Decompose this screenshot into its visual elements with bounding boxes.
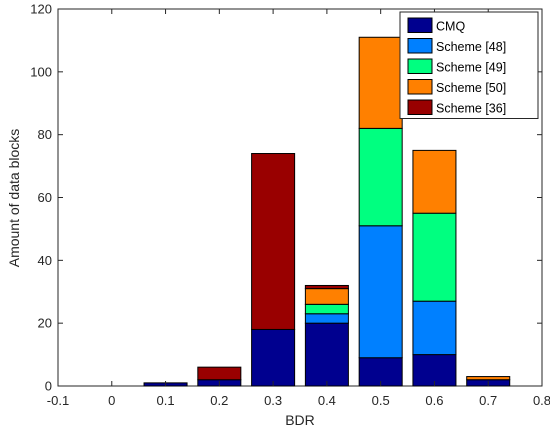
legend-swatch xyxy=(407,58,433,74)
bar-segment-1-at-0.4 xyxy=(304,322,349,387)
x-tick-label: -0.1 xyxy=(47,393,69,408)
x-tick-label: 0.3 xyxy=(264,393,282,408)
x-tick-label: 0.6 xyxy=(425,393,443,408)
x-tick-label: 0.5 xyxy=(372,393,390,408)
bar-segment-2-at-0.4 xyxy=(304,313,349,324)
x-tick-label: 0.1 xyxy=(157,393,175,408)
legend-entry-label: Scheme [50] xyxy=(436,81,506,95)
legend-entry-label: Scheme [48] xyxy=(436,40,506,54)
x-tick-label: 0.7 xyxy=(479,393,497,408)
y-tick-label: 0 xyxy=(45,379,52,394)
x-tick-label: 0.4 xyxy=(318,393,336,408)
bar-segment-4-at-0.5 xyxy=(358,36,403,129)
bar-segment-2-at-0.5 xyxy=(358,225,403,359)
y-tick-label: 20 xyxy=(38,316,52,331)
bar-segment-3-at-0.5 xyxy=(358,127,403,227)
x-axis-label: BDR xyxy=(285,412,315,428)
y-tick-label: 40 xyxy=(38,253,52,268)
bar-segment-4-at-0.7 xyxy=(466,376,511,381)
bar-segment-1-at-0.6 xyxy=(412,354,457,387)
legend-entry-label: Scheme [36] xyxy=(436,102,506,116)
bar-segment-5-at-0.2 xyxy=(197,366,242,381)
y-tick-label: 100 xyxy=(30,64,52,79)
bar-segment-5-at-0.4 xyxy=(304,284,349,290)
bar-segment-2-at-0.6 xyxy=(412,300,457,356)
legend-swatch xyxy=(407,38,433,54)
bar-segment-4-at-0.6 xyxy=(412,149,457,214)
bar-segment-3-at-0.6 xyxy=(412,212,457,302)
legend-swatch xyxy=(407,17,433,33)
bar-segment-1-at-0.3 xyxy=(251,328,296,387)
legend: CMQ Scheme [48] Scheme [49] Scheme [50] Sche… xyxy=(399,11,539,119)
bar-segment-4-at-0.4 xyxy=(304,288,349,305)
bar-segment-5-at-0.3 xyxy=(251,153,296,330)
x-tick-label: 0 xyxy=(108,393,115,408)
x-tick-label: 0.2 xyxy=(210,393,228,408)
y-axis-label: Amount of data blocks xyxy=(6,129,22,268)
y-axis: 0 20 40 60 80 100 120 xyxy=(30,2,542,394)
legend-entry-label: Scheme [49] xyxy=(436,61,506,75)
legend-entry-label: CMQ xyxy=(436,20,465,34)
x-axis: -0.1 0 0.1 0.2 0.3 0.4 0.5 0.6 0.7 0.8 xyxy=(47,9,550,408)
legend-swatch xyxy=(407,99,433,115)
x-tick-label: 0.8 xyxy=(533,393,550,408)
bar-segment-3-at-0.4 xyxy=(304,303,349,315)
y-tick-label: 120 xyxy=(30,2,52,17)
y-tick-label: 80 xyxy=(38,127,52,142)
legend-swatch xyxy=(407,79,433,95)
bars-group xyxy=(143,36,511,387)
y-tick-label: 60 xyxy=(38,190,52,205)
